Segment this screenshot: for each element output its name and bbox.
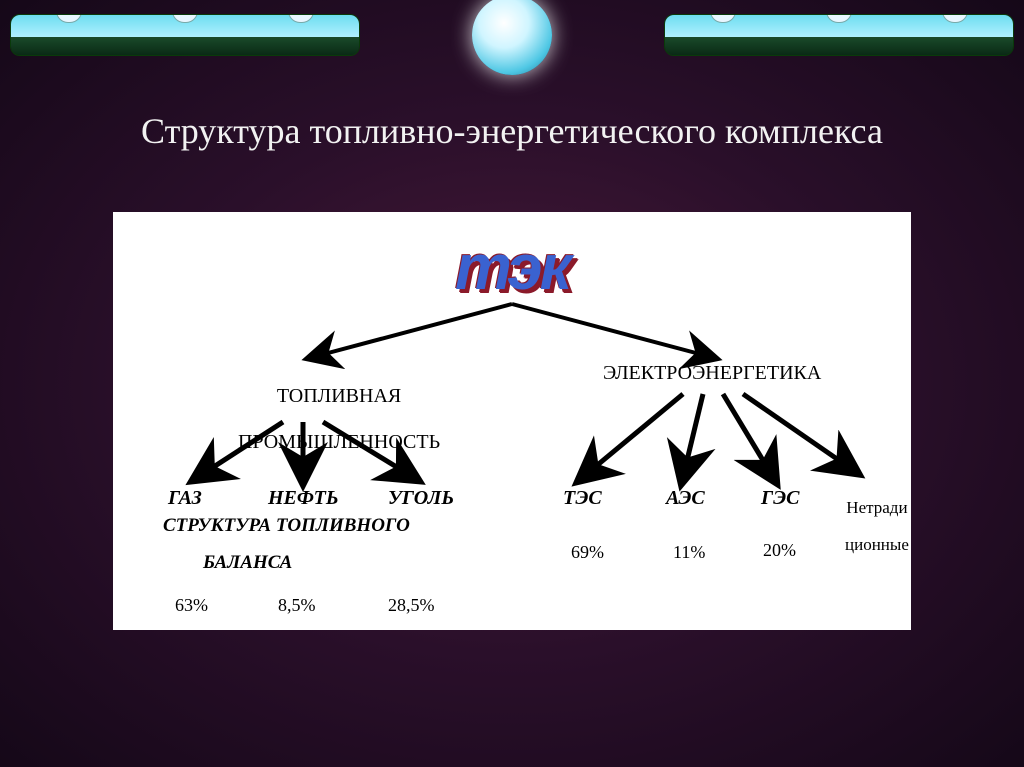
branch-electricity: ЭЛЕКТРОЭНЕРГЕТИКА — [603, 362, 821, 385]
leaf-ges: ГЭС — [761, 487, 799, 510]
pct-oil: 8,5% — [278, 595, 316, 616]
leaf-tes: ТЭС — [563, 487, 602, 510]
pct-ges: 20% — [763, 540, 796, 561]
leaf-gas: ГАЗ — [168, 487, 202, 510]
pct-aes: 11% — [673, 542, 705, 563]
leaf-oil: НЕФТЬ — [268, 487, 339, 510]
fuel-balance-heading-2: БАЛАНСА — [203, 552, 292, 574]
pct-gas: 63% — [175, 595, 208, 616]
decorative-banner — [0, 0, 1024, 70]
diagram-container: тэк ТОПЛИВНАЯ ПРОМЫШЛЕННОСТЬ ЭЛЕКТРОЭНЕР… — [113, 212, 911, 630]
leaf-coal: УГОЛЬ — [388, 487, 454, 510]
pct-tes: 69% — [571, 542, 604, 563]
banner-right — [664, 14, 1014, 56]
fuel-balance-heading-1: СТРУКТУРА ТОПЛИВНОГО — [163, 515, 410, 537]
branch-fuel-industry: ТОПЛИВНАЯ ПРОМЫШЛЕННОСТЬ — [218, 362, 440, 477]
pct-coal: 28,5% — [388, 595, 435, 616]
slide-title: Структура топливно-энергетического компл… — [0, 110, 1024, 152]
banner-left — [10, 14, 360, 56]
leaf-aes: АЭС — [666, 487, 705, 510]
leaf-nontraditional: Нетради ционные — [828, 480, 909, 573]
banner-orb — [472, 0, 552, 75]
